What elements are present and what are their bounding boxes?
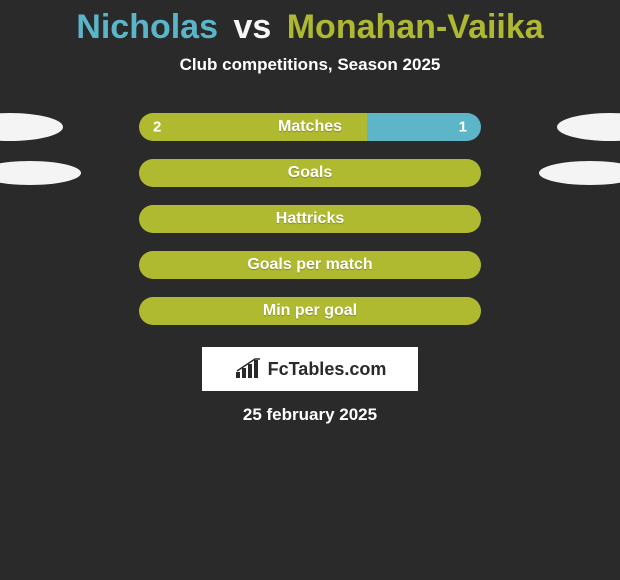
player-a-name: Nicholas <box>76 8 218 46</box>
stat-value-right: 1 <box>459 119 467 136</box>
subtitle: Club competitions, Season 2025 <box>0 55 620 75</box>
player-a-avatar <box>0 161 81 185</box>
player-b-name: Monahan-Vaiika <box>287 8 544 46</box>
stat-label: Matches <box>278 118 342 136</box>
page-title: Nicholas vs Monahan-Vaiika <box>0 0 620 47</box>
stat-row: Goals per match <box>0 251 620 279</box>
player-b-avatar <box>557 113 620 141</box>
brand-text: FcTables.com <box>268 359 387 380</box>
stat-bar: Goals <box>139 159 481 187</box>
brand-logo-icon <box>234 358 262 380</box>
vs-separator: vs <box>233 8 271 46</box>
player-a-avatar <box>0 113 63 141</box>
stat-row: Hattricks <box>0 205 620 233</box>
brand-badge: FcTables.com <box>0 347 620 391</box>
stat-label: Hattricks <box>276 210 344 228</box>
stat-bar: Goals per match <box>139 251 481 279</box>
brand-box: FcTables.com <box>202 347 418 391</box>
stat-value-left: 2 <box>153 119 161 136</box>
stat-bar: Hattricks <box>139 205 481 233</box>
stat-row: Min per goal <box>0 297 620 325</box>
stat-bar: Min per goal <box>139 297 481 325</box>
stat-row: Matches 2 1 <box>0 113 620 141</box>
stat-label: Min per goal <box>263 302 357 320</box>
player-b-avatar <box>539 161 620 185</box>
stat-label: Goals per match <box>247 256 372 274</box>
comparison-card: Nicholas vs Monahan-Vaiika Club competit… <box>0 0 620 580</box>
stat-label: Goals <box>288 164 332 182</box>
stat-bar: Matches 2 1 <box>139 113 481 141</box>
stat-row: Goals <box>0 159 620 187</box>
stat-rows: Matches 2 1 Goals Hattricks Goals per match Mi… <box>0 113 620 325</box>
date-label: 25 february 2025 <box>0 405 620 425</box>
